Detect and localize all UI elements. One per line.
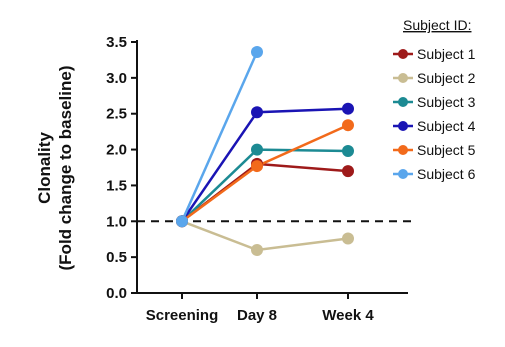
y-tick-label: 3.5 [106,34,127,51]
legend-label: Subject 3 [417,94,476,110]
data-point [342,165,354,178]
series-lines [180,51,349,252]
series-line-2 [181,220,349,252]
y-tick-label: 2.0 [106,142,127,159]
legend-swatch-marker [398,49,408,59]
series-points [176,46,354,256]
y-tick-label: 2.5 [106,106,127,123]
data-point [342,145,354,158]
y-tick-label: 1.0 [106,213,127,230]
data-point [251,143,263,156]
data-point [342,232,354,245]
legend-swatch-marker [398,121,408,131]
axes: 0.0 0.5 1.0 1.5 2.0 2.5 3.0 3.5 Screening Day 8 We… [106,34,408,324]
legend-swatch-marker [398,169,408,179]
x-tick-label: Day 8 [237,307,277,324]
data-point [176,215,188,228]
legend-label: Subject 2 [417,70,476,86]
x-tick-label: Week 4 [322,307,374,324]
legend: Subject ID: Subject 1 Subject 2 Subject 3 Su… [393,17,476,182]
y-axis-title-text: Clonality (Fold change to baseline) [35,66,75,271]
y-tick-label: 3.0 [106,70,127,87]
data-point [251,243,263,256]
y-tick-label: 0.0 [106,285,127,302]
data-point [251,106,263,119]
y-axis-title: Clonality (Fold change to baseline) [35,66,75,271]
legend-label: Subject 5 [417,142,476,158]
data-point [251,160,263,173]
y-axis-title-line: (Fold change to baseline) [56,66,75,271]
y-axis-title-line: Clonality [35,132,54,204]
series-line-5 [181,124,349,223]
series-line-1 [181,162,349,223]
data-point [251,46,263,59]
legend-label: Subject 1 [417,46,476,62]
data-point [342,102,354,115]
y-tick-label: 0.5 [106,249,127,266]
x-tick-label: Screening [146,307,219,324]
legend-label: Subject 4 [417,118,476,134]
legend-swatch-marker [398,73,408,83]
series-line-6 [180,51,259,222]
legend-swatch-marker [398,97,408,107]
data-point [342,119,354,132]
legend-swatch-marker [398,145,408,155]
legend-label: Subject 6 [417,166,476,182]
legend-title: Subject ID: [403,17,471,33]
y-tick-label: 1.5 [106,177,127,194]
